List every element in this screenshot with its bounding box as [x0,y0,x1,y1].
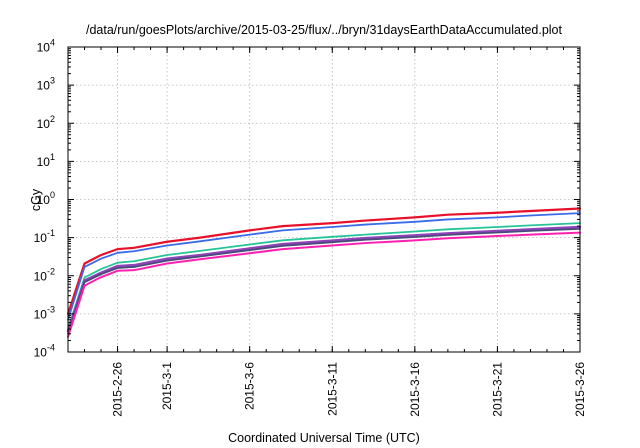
x-axis: 2015-2-26 2015-3-1 2015-3-6 2015-3-11 2015-3… [67,47,587,417]
x-tick-label: 2015-3-11 [325,362,339,416]
y-axis-title: cGy [29,188,43,211]
series-line-2 [67,212,581,321]
y-tick-label: 101 [37,152,55,169]
x-tick-label: 2015-3-1 [160,362,174,410]
series-line-1 [66,207,582,315]
y-tick-label: 100 [37,190,55,207]
x-tick-label: 2015-3-6 [243,362,257,410]
series-line-3 [67,222,581,330]
y-tick-label: 10-3 [34,304,55,321]
y-tick-label: 102 [37,114,55,131]
x-tick-label: 2015-3-26 [573,362,587,417]
x-tick-label: 2015-2-26 [111,362,125,417]
series-line-5 [67,227,581,335]
series-line-6 [67,231,581,338]
x-axis-title: Coordinated Universal Time (UTC) [228,431,420,445]
y-tick-label: 10-4 [34,343,55,360]
series-line-4 [66,225,582,333]
y-tick-label: 104 [37,38,55,55]
x-tick-label: 2015-3-21 [490,362,504,417]
y-axis: 10-4 10-3 10-2 10-1 100 101 102 103 104 [34,38,580,360]
chart-title: /data/run/goesPlots/archive/2015-03-25/f… [86,23,562,37]
series-group [66,207,582,338]
y-tick-label: 103 [37,76,55,93]
x-tick-label: 2015-3-16 [408,362,422,417]
y-tick-label: 10-2 [34,266,55,283]
y-tick-label: 10-1 [34,228,55,245]
